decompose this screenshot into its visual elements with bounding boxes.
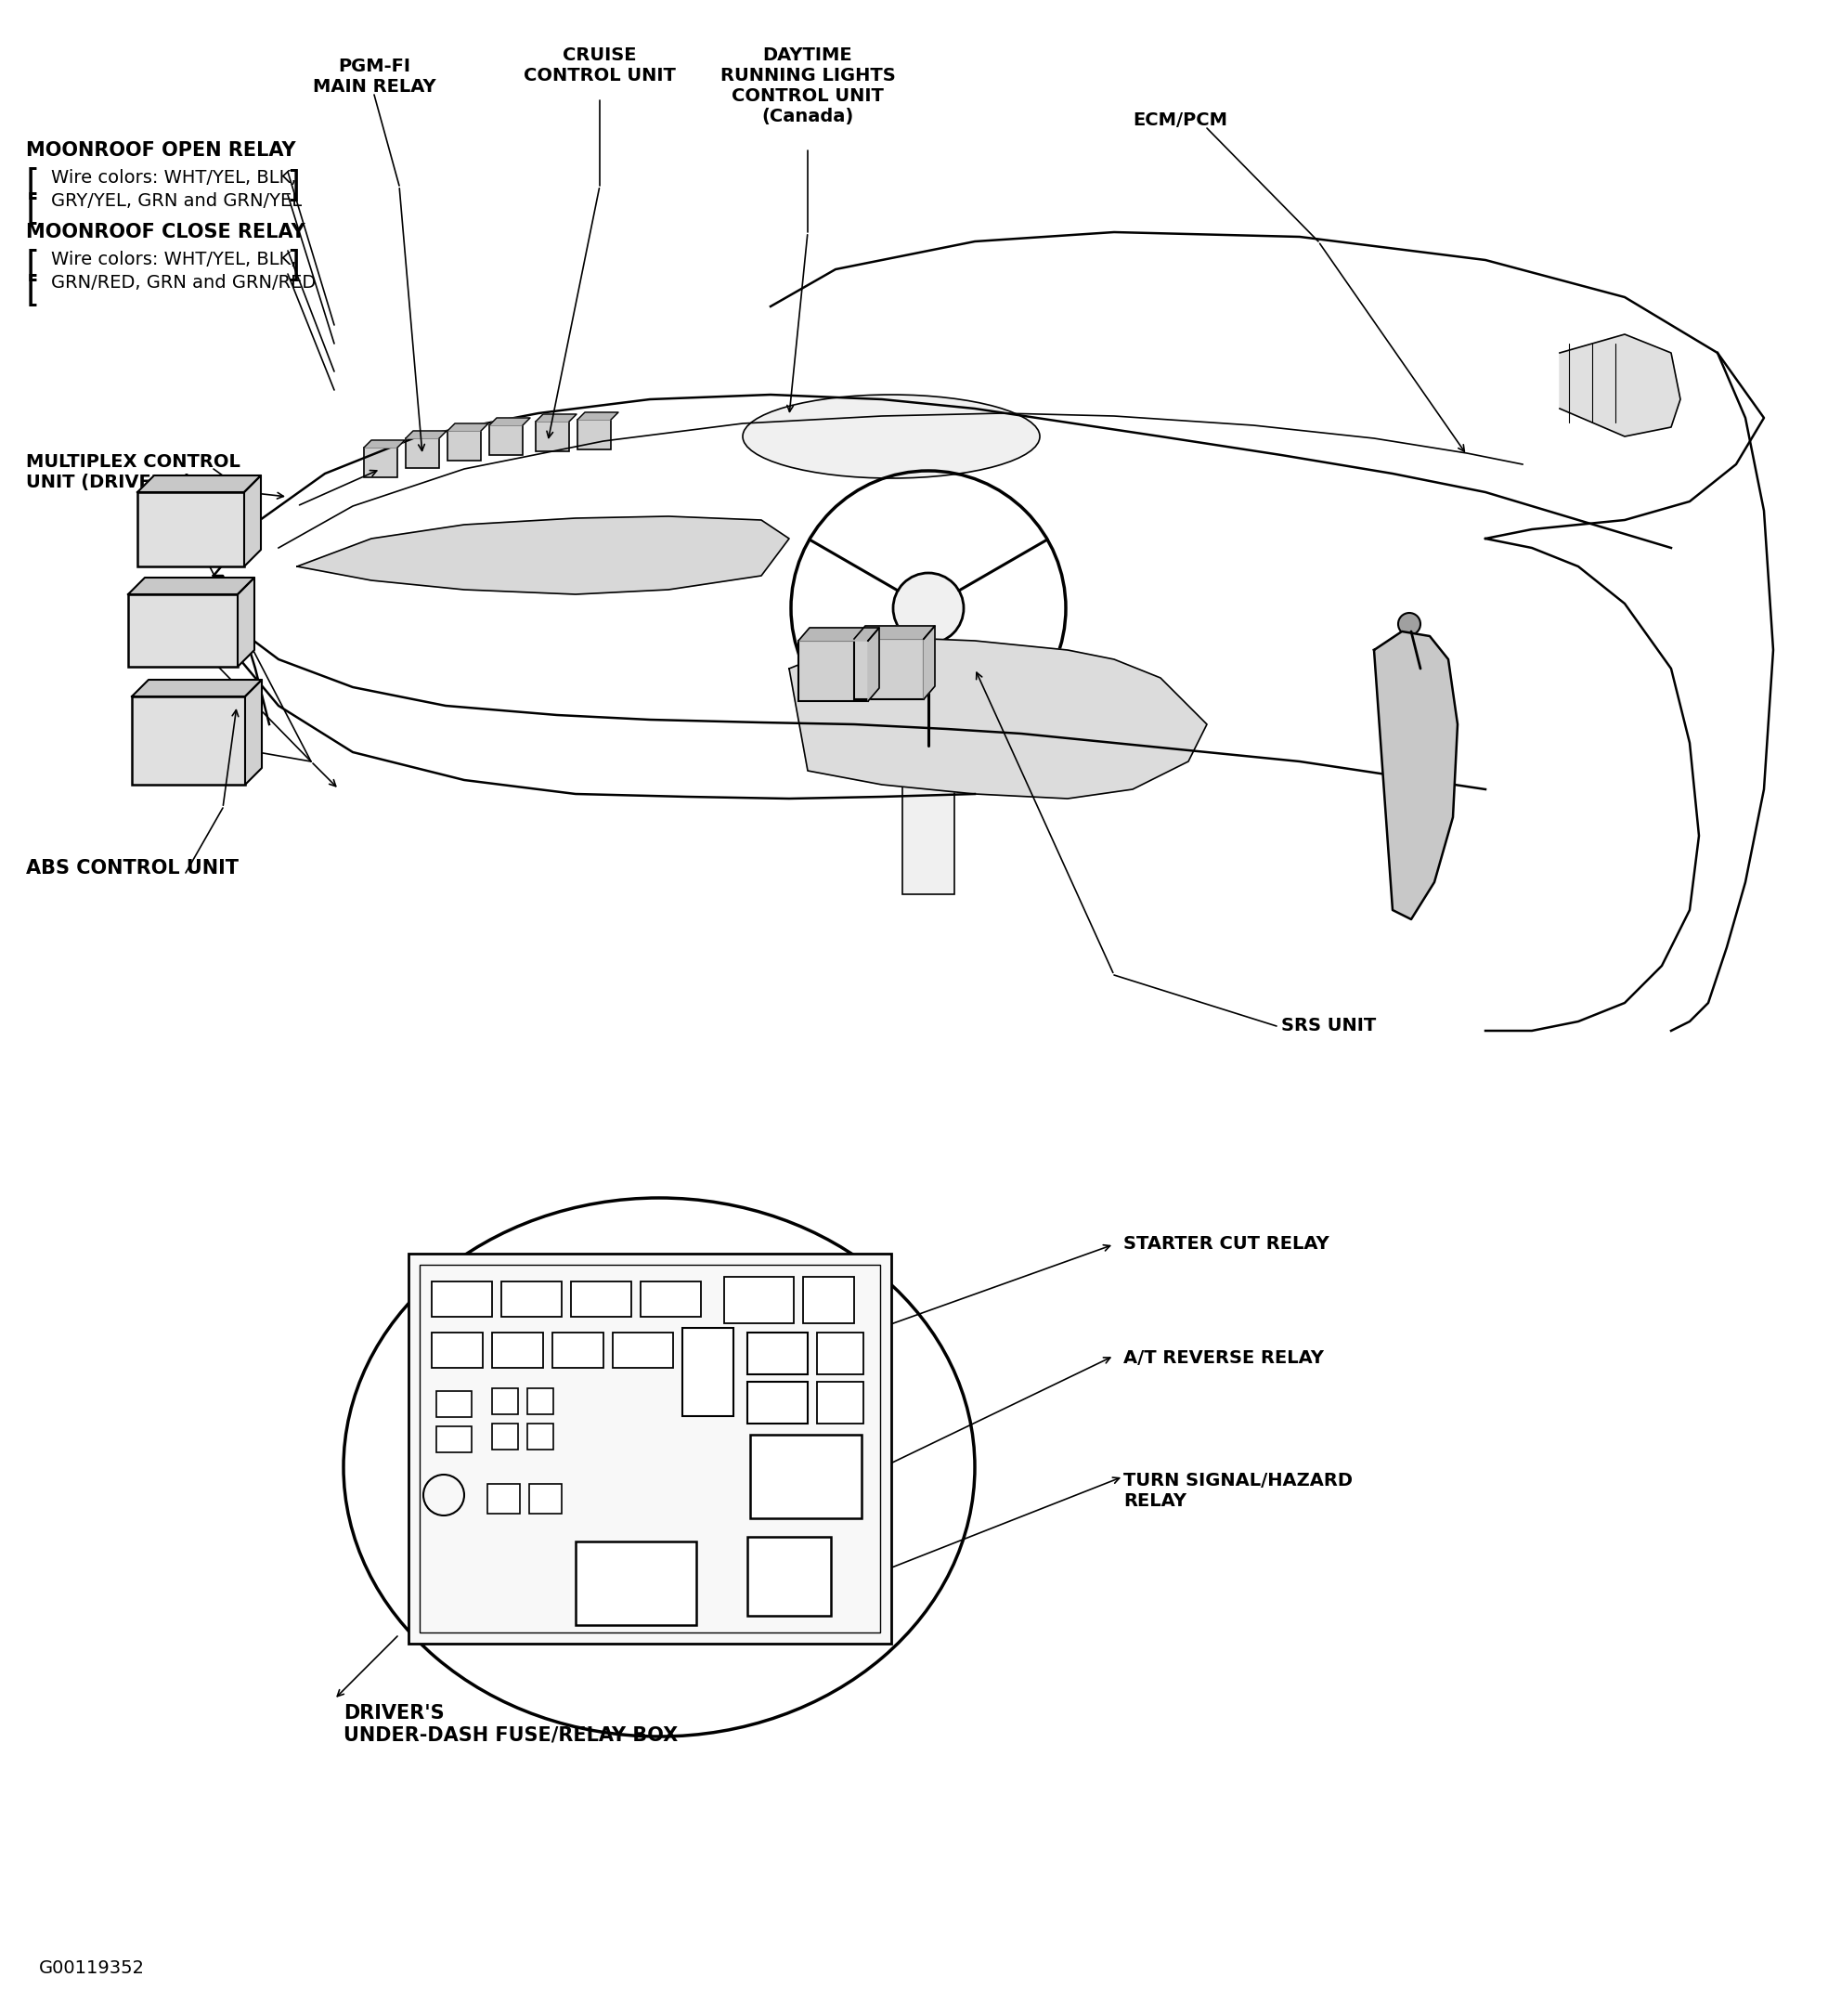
Polygon shape xyxy=(137,476,261,492)
Bar xyxy=(640,1282,700,1316)
Bar xyxy=(364,448,397,478)
Bar xyxy=(612,1333,673,1367)
Bar xyxy=(488,1484,519,1514)
Polygon shape xyxy=(245,679,261,784)
Text: GRY/YEL, GRN and GRN/YEL: GRY/YEL, GRN and GRN/YEL xyxy=(51,192,302,210)
Polygon shape xyxy=(854,625,934,639)
Bar xyxy=(420,1264,879,1633)
Bar xyxy=(431,1333,483,1367)
Bar xyxy=(492,1423,517,1450)
Text: PGM-FI
MAIN RELAY: PGM-FI MAIN RELAY xyxy=(313,58,435,95)
Bar xyxy=(501,1282,561,1316)
Text: A/T REVERSE RELAY: A/T REVERSE RELAY xyxy=(1124,1349,1323,1367)
Bar xyxy=(526,1423,554,1450)
Bar xyxy=(408,1254,892,1643)
Text: Wire colors: WHT/YEL, BLK,: Wire colors: WHT/YEL, BLK, xyxy=(51,169,296,187)
Text: STARTER CUT RELAY: STARTER CUT RELAY xyxy=(1124,1236,1329,1252)
Bar xyxy=(437,1427,472,1452)
Text: MOONROOF CLOSE RELAY: MOONROOF CLOSE RELAY xyxy=(26,224,305,242)
Bar xyxy=(406,437,439,468)
Polygon shape xyxy=(923,625,934,700)
Polygon shape xyxy=(364,439,404,448)
Bar xyxy=(817,1381,863,1423)
Bar xyxy=(749,1435,861,1518)
Bar xyxy=(576,1542,696,1625)
Bar xyxy=(132,696,245,784)
Bar xyxy=(570,1282,631,1316)
Polygon shape xyxy=(490,417,530,425)
Bar xyxy=(724,1276,793,1322)
Text: DAYTIME
RUNNING LIGHTS
CONTROL UNIT
(Canada): DAYTIME RUNNING LIGHTS CONTROL UNIT (Can… xyxy=(720,46,896,125)
Bar xyxy=(492,1333,543,1367)
Polygon shape xyxy=(536,413,576,421)
Circle shape xyxy=(1398,613,1420,635)
Text: MULTIPLEX CONTROL
UNIT (DRIVER'S): MULTIPLEX CONTROL UNIT (DRIVER'S) xyxy=(26,454,239,492)
Text: DRIVER'S
UNDER-DASH FUSE/RELAY BOX: DRIVER'S UNDER-DASH FUSE/RELAY BOX xyxy=(344,1704,678,1744)
Text: GRN/RED, GRN and GRN/RED: GRN/RED, GRN and GRN/RED xyxy=(51,274,316,292)
Bar xyxy=(552,1333,603,1367)
Polygon shape xyxy=(868,627,879,702)
Text: ]: ] xyxy=(285,169,300,204)
Text: ABS CONTROL UNIT: ABS CONTROL UNIT xyxy=(26,859,239,877)
Bar xyxy=(528,1484,561,1514)
Text: [: [ xyxy=(26,167,40,202)
Text: TURN SIGNAL/HAZARD
RELAY: TURN SIGNAL/HAZARD RELAY xyxy=(1124,1472,1353,1510)
Text: [: [ xyxy=(26,192,40,228)
Text: MOONROOF OPEN RELAY: MOONROOF OPEN RELAY xyxy=(26,141,296,159)
Bar xyxy=(437,1391,472,1417)
Text: ]: ] xyxy=(285,248,300,284)
Polygon shape xyxy=(448,423,488,431)
Bar xyxy=(526,1389,554,1415)
Polygon shape xyxy=(799,627,879,641)
Bar xyxy=(137,492,245,566)
Text: [: [ xyxy=(26,248,40,284)
Bar xyxy=(748,1536,832,1615)
Text: SRS UNIT: SRS UNIT xyxy=(1281,1016,1376,1034)
Text: [: [ xyxy=(26,274,40,308)
Bar xyxy=(536,421,569,452)
Bar xyxy=(748,1381,808,1423)
Bar xyxy=(578,419,611,450)
Bar xyxy=(490,425,523,456)
Bar xyxy=(799,641,868,702)
Bar xyxy=(748,1333,808,1375)
Bar xyxy=(448,431,481,460)
Polygon shape xyxy=(132,679,261,696)
Polygon shape xyxy=(406,431,446,437)
Text: ECM/PCM: ECM/PCM xyxy=(1133,111,1227,129)
Text: Wire colors: WHT/YEL, BLK,: Wire colors: WHT/YEL, BLK, xyxy=(51,250,296,268)
Circle shape xyxy=(894,573,963,643)
Bar xyxy=(682,1329,733,1415)
Bar xyxy=(903,746,954,895)
Bar xyxy=(492,1389,517,1415)
Polygon shape xyxy=(1375,631,1457,919)
Polygon shape xyxy=(128,579,254,595)
Polygon shape xyxy=(578,413,618,419)
Bar xyxy=(802,1276,854,1322)
Text: CRUISE
CONTROL UNIT: CRUISE CONTROL UNIT xyxy=(523,46,676,85)
Bar xyxy=(854,639,923,700)
Text: G00119352: G00119352 xyxy=(38,1960,144,1978)
Ellipse shape xyxy=(344,1198,974,1736)
Bar xyxy=(128,595,238,667)
Polygon shape xyxy=(790,639,1206,798)
Polygon shape xyxy=(1559,335,1680,435)
Polygon shape xyxy=(238,579,254,667)
Polygon shape xyxy=(298,516,790,595)
Ellipse shape xyxy=(742,395,1040,478)
Polygon shape xyxy=(245,476,261,566)
Bar xyxy=(817,1333,863,1375)
Bar xyxy=(431,1282,492,1316)
